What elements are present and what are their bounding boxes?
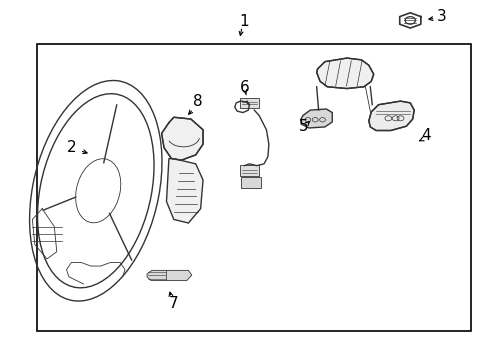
Text: 3: 3 bbox=[436, 9, 446, 24]
Text: 8: 8 bbox=[193, 94, 203, 109]
Bar bbox=[37, 44, 470, 330]
Text: 6: 6 bbox=[239, 80, 249, 95]
Bar bbox=[239, 165, 259, 176]
Polygon shape bbox=[166, 158, 203, 223]
Text: 1: 1 bbox=[239, 14, 249, 29]
Bar bbox=[239, 98, 259, 108]
Polygon shape bbox=[300, 109, 331, 128]
Text: 5: 5 bbox=[299, 120, 308, 134]
Bar bbox=[241, 177, 260, 188]
Polygon shape bbox=[316, 58, 373, 89]
Polygon shape bbox=[161, 117, 203, 160]
Polygon shape bbox=[368, 101, 413, 131]
Polygon shape bbox=[147, 270, 191, 280]
Text: 4: 4 bbox=[420, 128, 430, 143]
Text: 2: 2 bbox=[66, 140, 76, 154]
Text: 7: 7 bbox=[169, 296, 178, 311]
